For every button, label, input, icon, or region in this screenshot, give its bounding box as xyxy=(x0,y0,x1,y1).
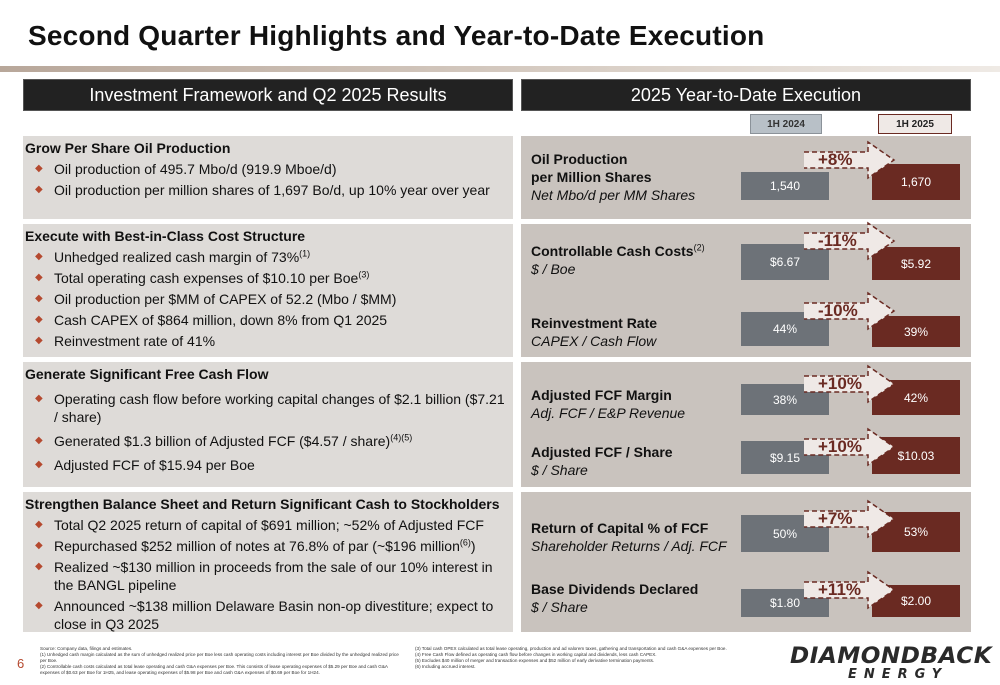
diamond-bullet-icon: ◆ xyxy=(35,435,43,446)
footnote-2: (2) Controllable cash costs calculated a… xyxy=(40,664,388,675)
bullet-item: ◆ Realized ~$130 million in proceeds from… xyxy=(35,559,493,593)
metric-label: Controllable Cash Costs(2) $ / Boe xyxy=(531,242,705,277)
diamond-bullet-icon: ◆ xyxy=(35,335,43,346)
legend-current: 1H 2025 xyxy=(878,114,952,134)
bar-1h2025: 39% xyxy=(872,316,960,347)
bullet-item: ◆ Total operating cash expenses of $10.10… xyxy=(35,269,370,286)
diamond-bullet-icon: ◆ xyxy=(35,600,43,611)
metric-label: Base Dividends Declared $ / Share xyxy=(531,581,699,615)
diamond-bullet-icon: ◆ xyxy=(35,519,43,530)
change-arrow-icon: +8% xyxy=(800,138,900,182)
diamond-bullet-icon: ◆ xyxy=(35,293,43,304)
footnote-ref: (4)(5) xyxy=(390,432,413,443)
bullet-item: ◆ Adjusted FCF of $15.94 per Boe xyxy=(35,457,255,473)
page-number: 6 xyxy=(17,656,25,671)
footnote-6: (6) Including accrued interest. xyxy=(415,664,476,669)
change-arrow-icon: -11% xyxy=(800,219,900,263)
change-arrow-icon: -10% xyxy=(800,289,900,333)
change-arrow-icon: +10% xyxy=(800,425,900,469)
section-heading: Grow Per Share Oil Production xyxy=(25,140,231,156)
footnote-5: (5) Excludes $40 million of merger and t… xyxy=(415,658,655,663)
footnote-ref: (6) xyxy=(459,537,471,548)
section-free-cash-flow: Generate Significant Free Cash Flow ◆ Ope… xyxy=(23,362,513,487)
bullet-item: ◆ Oil production per $MM of CAPEX of 52.2… xyxy=(35,291,397,307)
left-section-header: Investment Framework and Q2 2025 Results xyxy=(23,79,513,111)
bullet-item: ◆ Repurchased $252 million of notes at 76… xyxy=(35,537,476,554)
footnote-3: (3) Total cash OPEX calculated as total … xyxy=(415,646,727,651)
section-heading: Execute with Best-in-Class Cost Structur… xyxy=(25,228,306,244)
bullet-item: ◆ Announced ~$138 million Delaware Basin … xyxy=(35,598,494,632)
section-cost-structure: Execute with Best-in-Class Cost Structur… xyxy=(23,224,513,357)
diamond-bullet-icon: ◆ xyxy=(35,561,43,572)
bar-1h2024: 1,540 xyxy=(741,172,829,200)
metric-label: Adjusted FCF / Share $ / Share xyxy=(531,444,673,478)
bullet-item: ◆ Reinvestment rate of 41% xyxy=(35,333,216,349)
right-section-header: 2025 Year-to-Date Execution xyxy=(521,79,971,111)
metric-label: Adjusted FCF Margin Adj. FCF / E&P Revenu… xyxy=(531,387,686,421)
metric-label: Oil Production per Million Shares Net Mbo/… xyxy=(531,151,696,203)
section-heading: Generate Significant Free Cash Flow xyxy=(25,366,269,382)
diamond-bullet-icon: ◆ xyxy=(35,163,43,174)
change-label: -11% xyxy=(818,231,857,250)
diamond-bullet-icon: ◆ xyxy=(35,251,43,262)
diamond-bullet-icon: ◆ xyxy=(35,314,43,325)
bar-1h2025: 1,670 xyxy=(872,164,960,200)
change-arrow-icon: +11% xyxy=(800,568,900,612)
change-label: +10% xyxy=(818,374,862,393)
diamond-bullet-icon: ◆ xyxy=(35,393,43,404)
diamond-bullet-icon: ◆ xyxy=(35,184,43,195)
change-arrow-icon: +7% xyxy=(800,497,900,541)
bullet-item: ◆ Unhedged realized cash margin of 73%(1) xyxy=(35,248,311,265)
page-title: Second Quarter Highlights and Year-to-Da… xyxy=(28,20,765,51)
footnote-ref: (2) xyxy=(693,242,705,253)
bullet-item: ◆ Cash CAPEX of $864 million, down 8% fro… xyxy=(35,312,388,328)
legend-prior: 1H 2024 xyxy=(750,114,822,134)
bullet-item: ◆ Oil production of 495.7 Mbo/d (919.9 Mb… xyxy=(35,161,337,177)
footnote-ref: (1) xyxy=(299,248,311,259)
bullet-item: ◆ Operating cash flow before working capi… xyxy=(35,391,505,425)
logo-subtext: ENERGY xyxy=(848,667,949,682)
bullet-item: ◆ Generated $1.3 billion of Adjusted FCF … xyxy=(35,432,413,449)
footnote-source: Source: Company data, filings and estima… xyxy=(40,646,133,651)
diamond-bullet-icon: ◆ xyxy=(35,540,43,551)
title-divider xyxy=(0,66,1000,72)
footnote-4: (4) Free Cash Flow defined as operating … xyxy=(415,652,657,657)
bar-1h2025: $5.92 xyxy=(872,247,960,280)
metric-label: Return of Capital % of FCF Shareholder Re… xyxy=(531,520,727,554)
footnote-1: (1) Unhedged cash margin calculated as t… xyxy=(40,652,399,663)
company-logo: DIAMONDBACK ENERGY xyxy=(790,646,992,682)
footnote-ref: (3) xyxy=(358,269,370,280)
section-balance-sheet: Strengthen Balance Sheet and Return Sign… xyxy=(23,492,513,632)
diamond-bullet-icon: ◆ xyxy=(35,459,43,470)
diamond-bullet-icon: ◆ xyxy=(35,272,43,283)
metric-label: Reinvestment Rate CAPEX / Cash Flow xyxy=(531,315,658,349)
section-grow-oil: Grow Per Share Oil Production ◆ Oil produ… xyxy=(23,136,513,219)
bullet-item: ◆ Total Q2 2025 return of capital of $691… xyxy=(35,517,484,533)
change-label: +10% xyxy=(818,437,862,456)
bullet-item: ◆ Oil production per million shares of 1,… xyxy=(35,182,490,198)
change-arrow-icon: +10% xyxy=(800,362,900,406)
logo-text: DIAMONDBACK xyxy=(790,644,993,669)
change-label: -10% xyxy=(818,301,858,320)
change-label: +7% xyxy=(818,509,853,528)
bar-1h2024: $6.67 xyxy=(741,244,829,280)
change-label: +11% xyxy=(818,580,862,599)
change-label: +8% xyxy=(818,150,853,169)
section-heading: Strengthen Balance Sheet and Return Sign… xyxy=(25,496,500,512)
